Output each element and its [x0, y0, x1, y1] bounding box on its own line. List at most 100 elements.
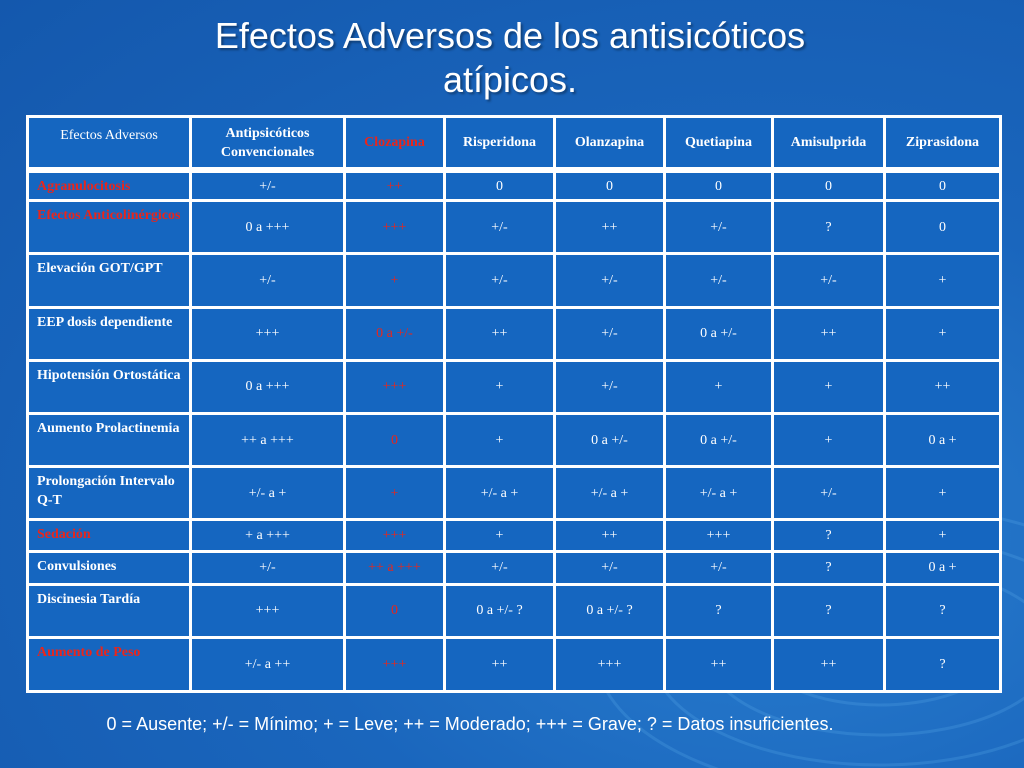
table-cell: +++ — [346, 202, 446, 256]
table-cell: +++ — [346, 521, 446, 554]
table-row: Elevación GOT/GPT +/- + +/- +/- +/- +/- … — [26, 255, 1002, 309]
table-header-row: Efectos Adversos Antipsicóticos Convenci… — [26, 115, 1002, 170]
table-cell: 0 a +/- — [346, 308, 446, 362]
table-cell: +/- — [556, 553, 666, 586]
effect-label: Hipotensión Ortostática — [26, 361, 192, 415]
effect-label: Sedación — [26, 521, 192, 554]
table-cell: + — [886, 468, 1002, 522]
header-cell: Antipsicóticos Convencionales — [192, 115, 346, 170]
table-cell: +/- a ++ — [192, 638, 346, 693]
header-cell: Risperidona — [446, 115, 556, 170]
table-cell: ++ a +++ — [346, 553, 446, 586]
table-cell: +++ — [192, 585, 346, 639]
table-cell: 0 — [346, 414, 446, 469]
legend-footnote: 0 = Ausente; +/- = Mínimo; + = Leve; ++ … — [106, 714, 834, 734]
effect-label: EEP dosis dependiente — [26, 308, 192, 362]
table-cell: 0 a +++ — [192, 202, 346, 256]
table-cell: +++ — [346, 361, 446, 415]
table-cell: 0 — [346, 585, 446, 639]
table-cell: 0 a + — [886, 553, 1002, 586]
table-cell: + — [346, 468, 446, 522]
table-cell: 0 a +/- ? — [556, 585, 666, 639]
table-cell: +/- — [192, 553, 346, 586]
adverse-effects-table: Efectos Adversos Antipsicóticos Convenci… — [26, 115, 1002, 693]
effect-label: Efectos Anticolinérgicos — [26, 202, 192, 256]
table-cell: ? — [774, 521, 886, 554]
table-cell: 0 a +++ — [192, 361, 346, 415]
table-cell: +/- — [666, 255, 774, 309]
table-cell: ++ — [556, 202, 666, 256]
table-cell: 0 — [886, 202, 1002, 256]
table-cell: +/- — [446, 553, 556, 586]
table-cell: ++ — [666, 638, 774, 693]
table-row: Convulsiones +/- ++ a +++ +/- +/- +/- ? … — [26, 553, 1002, 586]
table-cell: 0 — [556, 170, 666, 203]
table-row: Agranulocitosis +/- ++ 0 0 0 0 0 — [26, 170, 1002, 203]
table-cell: +++ — [346, 638, 446, 693]
table-cell: + — [666, 361, 774, 415]
table-cell: ++ — [446, 638, 556, 693]
header-cell: Olanzapina — [556, 115, 666, 170]
table-row: Prolongación Intervalo Q-T +/- a + + +/-… — [26, 468, 1002, 522]
table-row: Aumento de Peso +/- a ++ +++ ++ +++ ++ +… — [26, 638, 1002, 693]
effect-label: Convulsiones — [26, 553, 192, 586]
table-cell: +/- a + — [556, 468, 666, 522]
table-cell: ? — [886, 638, 1002, 693]
table-cell: + — [774, 361, 886, 415]
title-line-2: atípicos. — [442, 59, 578, 100]
table-cell: ++ — [346, 170, 446, 203]
table-row: Discinesia Tardía +++ 0 0 a +/- ? 0 a +/… — [26, 585, 1002, 639]
table-cell: + — [886, 308, 1002, 362]
header-cell: Ziprasidona — [886, 115, 1002, 170]
table-cell: 0 — [446, 170, 556, 203]
table-cell: +/- a + — [666, 468, 774, 522]
table-cell: ++ — [446, 308, 556, 362]
table-cell: +/- a + — [192, 468, 346, 522]
table-cell: 0 a +/- — [666, 308, 774, 362]
table-cell: ? — [666, 585, 774, 639]
table-cell: +/- — [446, 255, 556, 309]
table-cell: ++ a +++ — [192, 414, 346, 469]
effect-label: Agranulocitosis — [26, 170, 192, 203]
table-cell: +++ — [556, 638, 666, 693]
table-row: Sedación + a +++ +++ + ++ +++ ? + — [26, 521, 1002, 554]
table-cell: + — [886, 521, 1002, 554]
table-cell: + — [886, 255, 1002, 309]
title-line-1: Efectos Adversos de los antisicóticos — [214, 15, 806, 56]
table-cell: +++ — [666, 521, 774, 554]
table-cell: +/- — [192, 255, 346, 309]
table-cell: +/- — [192, 170, 346, 203]
table-cell: 0 — [886, 170, 1002, 203]
table-row: Aumento Prolactinemia ++ a +++ 0 + 0 a +… — [26, 414, 1002, 469]
table-cell: 0 a +/- ? — [446, 585, 556, 639]
table-cell: +++ — [192, 308, 346, 362]
table-row: EEP dosis dependiente +++ 0 a +/- ++ +/-… — [26, 308, 1002, 362]
table-cell: 0 a +/- — [556, 414, 666, 469]
table-cell: ? — [774, 553, 886, 586]
table-cell: +/- — [774, 468, 886, 522]
table-cell: +/- — [556, 255, 666, 309]
table-cell: ++ — [556, 521, 666, 554]
table-cell: ? — [774, 202, 886, 256]
header-cell: Amisulprida — [774, 115, 886, 170]
header-cell: Efectos Adversos — [26, 115, 192, 170]
table-cell: +/- — [556, 361, 666, 415]
effect-label: Prolongación Intervalo Q-T — [26, 468, 192, 522]
table-cell: ++ — [886, 361, 1002, 415]
table-cell: 0 — [666, 170, 774, 203]
table-cell: +/- — [556, 308, 666, 362]
table-cell: +/- — [446, 202, 556, 256]
table-cell: + — [446, 521, 556, 554]
table-cell: + — [446, 414, 556, 469]
table-cell: +/- a + — [446, 468, 556, 522]
table-cell: 0 a +/- — [666, 414, 774, 469]
table-cell: ++ — [774, 638, 886, 693]
effect-label: Aumento de Peso — [26, 638, 192, 693]
table-row: Hipotensión Ortostática 0 a +++ +++ + +/… — [26, 361, 1002, 415]
table-cell: +/- — [774, 255, 886, 309]
table-cell: + a +++ — [192, 521, 346, 554]
table-cell: ? — [774, 585, 886, 639]
slide-title: Efectos Adversos de los antisicóticos at… — [90, 14, 930, 102]
table-cell: + — [346, 255, 446, 309]
header-cell: Quetiapina — [666, 115, 774, 170]
